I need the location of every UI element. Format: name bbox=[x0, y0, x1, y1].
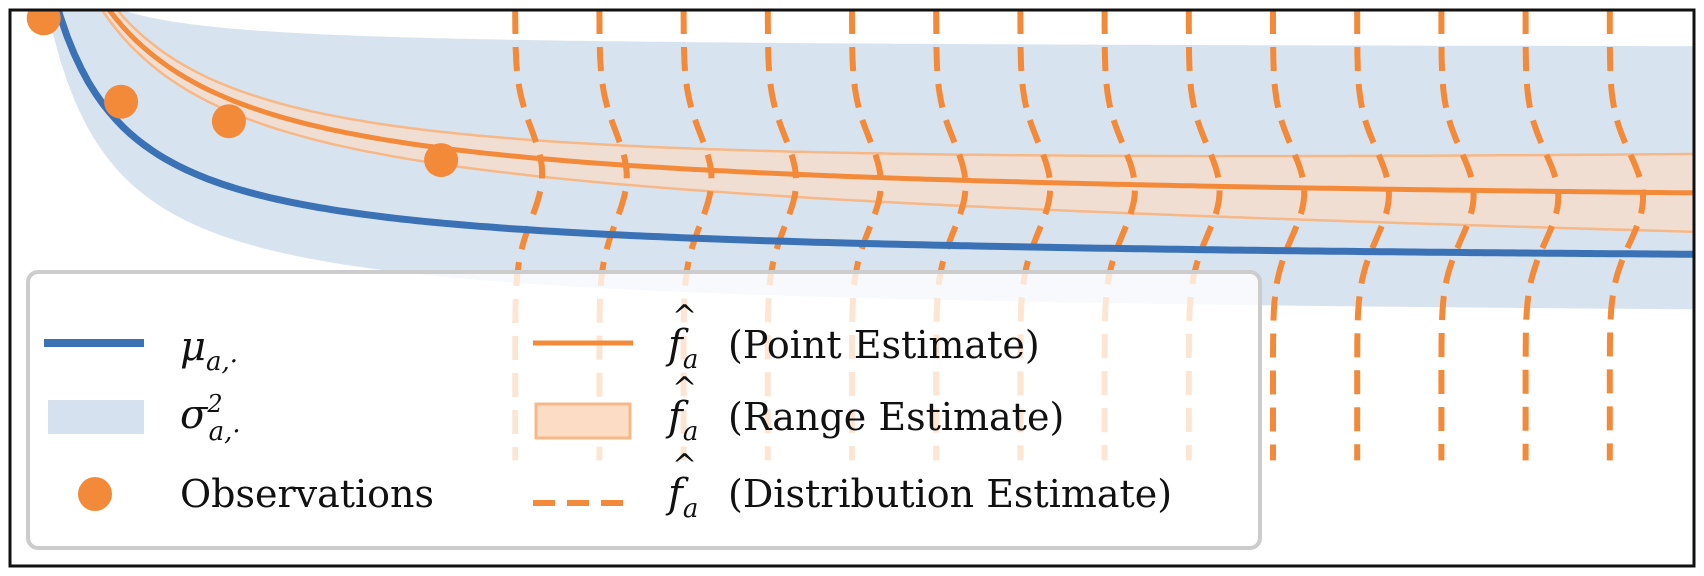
hat-accent: ^ bbox=[672, 371, 697, 406]
observations bbox=[26, 10, 459, 178]
observation-point bbox=[424, 143, 459, 178]
range-estimate-band bbox=[102, 10, 1694, 232]
legend-observations-marker bbox=[78, 477, 112, 511]
svg-text:(Range Estimate): (Range Estimate) bbox=[728, 395, 1064, 439]
distribution-estimate-curve bbox=[1354, 10, 1392, 461]
distribution-estimate-curve bbox=[1270, 10, 1308, 461]
svg-text:(Point Estimate): (Point Estimate) bbox=[728, 323, 1040, 367]
distribution-estimate-curve bbox=[1522, 10, 1562, 461]
hat-accent: ^ bbox=[672, 299, 697, 334]
svg-text:(Distribution Estimate): (Distribution Estimate) bbox=[728, 472, 1172, 516]
distribution-estimate-curve bbox=[1606, 10, 1647, 461]
legend-sigma-label: σ2 a,· bbox=[180, 390, 241, 447]
observation-point bbox=[104, 84, 139, 119]
observation-point bbox=[26, 10, 61, 36]
point-estimate-line bbox=[106, 10, 1694, 196]
legend-observations-label: Observations bbox=[180, 472, 434, 516]
range-band-upper-edge bbox=[115, 10, 1694, 158]
legend-mu-label: μa,· bbox=[180, 324, 238, 377]
mu-line bbox=[54, 10, 1694, 258]
plot-area bbox=[26, 10, 1694, 461]
observation-point bbox=[211, 104, 246, 139]
hat-accent: ^ bbox=[672, 448, 697, 483]
legend-box bbox=[26, 270, 1262, 550]
plot-frame bbox=[8, 8, 1696, 568]
legend-range-label: fa ^ (Range Estimate) bbox=[665, 371, 1064, 447]
distribution-estimate-curve bbox=[1438, 10, 1477, 461]
legend-sigma-swatch bbox=[48, 400, 144, 434]
legend-range-swatch bbox=[534, 402, 632, 440]
legend-distribution-label: fa ^ (Distribution Estimate) bbox=[665, 448, 1172, 524]
range-band-lower-edge bbox=[100, 10, 1694, 234]
legend: μa,· σ2 a,· Observations fa ^ (Point Esti… bbox=[26, 270, 1262, 550]
legend-point-label: fa ^ (Point Estimate) bbox=[665, 299, 1040, 375]
